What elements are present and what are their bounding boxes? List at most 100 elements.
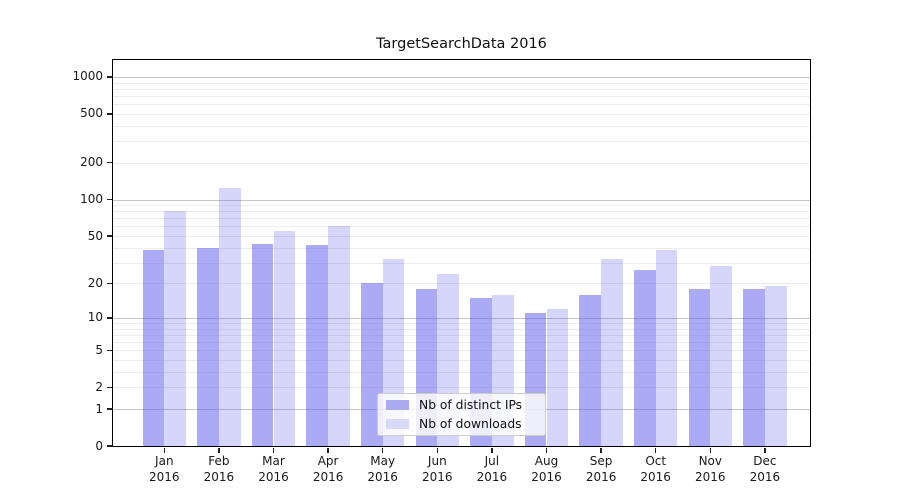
minor-gridline xyxy=(113,205,810,206)
legend-row-distinct-ips: Nb of distinct IPs xyxy=(378,398,545,412)
legend-label-distinct-ips: Nb of distinct IPs xyxy=(419,398,523,413)
bar-downloads-feb xyxy=(218,187,241,446)
legend-swatch-distinct-ips xyxy=(386,400,409,411)
x-tick-label-jul: Jul 2016 xyxy=(476,454,508,484)
y-tick-mark xyxy=(107,198,112,201)
y-tick-label: 200 xyxy=(80,155,103,170)
minor-gridline xyxy=(113,96,810,97)
minor-gridline xyxy=(113,236,810,237)
x-tick-label-mar: Mar 2016 xyxy=(258,454,289,484)
x-tick-mark xyxy=(382,447,384,453)
x-tick-label-sep: Sep 2016 xyxy=(585,454,617,484)
minor-gridline xyxy=(113,82,810,84)
bar-distinct-ips-nov xyxy=(688,288,711,446)
minor-gridline xyxy=(113,262,810,264)
major-gridline xyxy=(113,199,810,201)
bar-downloads-sep xyxy=(601,259,623,446)
minor-gridline xyxy=(113,211,810,213)
minor-gridline xyxy=(113,113,810,115)
bar-downloads-jan xyxy=(164,211,187,446)
x-tick-mark xyxy=(545,447,548,453)
y-tick-mark xyxy=(107,282,112,285)
minor-gridline xyxy=(113,323,810,324)
bar-downloads-aug xyxy=(546,309,569,446)
minor-gridline xyxy=(113,218,810,220)
minor-gridline xyxy=(113,371,810,373)
bar-distinct-ips-sep xyxy=(579,294,602,446)
minor-gridline xyxy=(113,104,810,106)
bar-distinct-ips-feb xyxy=(197,247,219,446)
y-tick-label: 100 xyxy=(80,192,103,206)
minor-gridline xyxy=(113,360,810,361)
x-tick-label-feb: Feb 2016 xyxy=(203,454,235,484)
minor-gridline xyxy=(113,350,810,352)
y-tick-mark xyxy=(107,445,112,447)
y-tick-label: 1 xyxy=(95,401,103,416)
x-tick-label-aug: Aug 2016 xyxy=(531,454,562,484)
minor-gridline xyxy=(113,342,810,344)
major-gridline xyxy=(113,76,810,78)
y-tick-label: 0 xyxy=(95,438,103,453)
y-tick-label: 2 xyxy=(95,379,103,394)
bar-downloads-oct xyxy=(655,250,678,446)
y-tick-mark xyxy=(107,162,112,164)
x-tick-label-jan: Jan 2016 xyxy=(149,454,180,484)
x-tick-mark xyxy=(655,447,657,453)
y-tick-mark xyxy=(107,408,112,410)
x-tick-label-apr: Apr 2016 xyxy=(312,454,344,484)
x-tick-mark xyxy=(272,447,275,453)
y-tick-label: 20 xyxy=(87,275,103,290)
legend: Nb of distinct IPs Nb of downloads xyxy=(377,393,546,436)
x-tick-label-may: May 2016 xyxy=(367,454,398,484)
major-gridline xyxy=(113,317,810,319)
bar-downloads-mar xyxy=(273,231,296,446)
y-tick-mark xyxy=(107,349,112,351)
x-tick-mark xyxy=(600,447,602,453)
y-tick-mark xyxy=(107,317,112,319)
chart-title: TargetSearchData 2016 xyxy=(376,36,547,52)
bar-distinct-ips-apr xyxy=(306,245,329,446)
bar-downloads-apr xyxy=(328,226,350,446)
x-tick-mark xyxy=(491,447,493,453)
y-tick-mark xyxy=(107,235,112,237)
x-tick-label-jun: Jun 2016 xyxy=(422,454,453,484)
minor-gridline xyxy=(113,226,810,228)
legend-swatch-downloads xyxy=(386,418,409,429)
bar-distinct-ips-mar xyxy=(251,243,274,446)
x-tick-mark xyxy=(764,447,766,453)
y-tick-label: 50 xyxy=(87,228,103,243)
x-tick-mark xyxy=(709,447,711,453)
x-tick-mark xyxy=(327,447,329,453)
bar-distinct-ips-dec xyxy=(743,288,765,446)
minor-gridline xyxy=(113,283,810,285)
y-tick-mark xyxy=(107,113,112,115)
minor-gridline xyxy=(113,125,810,127)
bar-distinct-ips-jan xyxy=(142,250,165,446)
minor-gridline xyxy=(113,141,810,143)
bar-downloads-dec xyxy=(764,286,787,446)
minor-gridline xyxy=(113,162,810,164)
minor-gridline xyxy=(113,334,810,336)
bar-downloads-nov xyxy=(710,266,733,446)
x-tick-mark xyxy=(163,447,165,453)
plot-area xyxy=(112,59,811,447)
y-tick-mark xyxy=(107,386,112,388)
minor-gridline xyxy=(113,328,810,330)
y-tick-label: 5 xyxy=(95,342,103,357)
y-tick-label: 500 xyxy=(80,106,103,121)
legend-row-downloads: Nb of downloads xyxy=(378,417,545,431)
legend-label-downloads: Nb of downloads xyxy=(419,416,522,431)
bar-distinct-ips-oct xyxy=(633,269,656,446)
x-tick-label-oct: Oct 2016 xyxy=(640,454,671,484)
minor-gridline xyxy=(113,247,810,249)
x-tick-mark xyxy=(218,447,220,453)
minor-gridline xyxy=(113,88,810,90)
x-tick-label-dec: Dec 2016 xyxy=(749,454,781,484)
y-tick-mark xyxy=(107,76,112,78)
x-tick-label-nov: Nov 2016 xyxy=(695,454,726,484)
minor-gridline xyxy=(113,387,810,389)
x-tick-mark xyxy=(436,447,438,453)
y-tick-label: 10 xyxy=(87,310,103,325)
y-tick-label: 1000 xyxy=(72,69,103,84)
